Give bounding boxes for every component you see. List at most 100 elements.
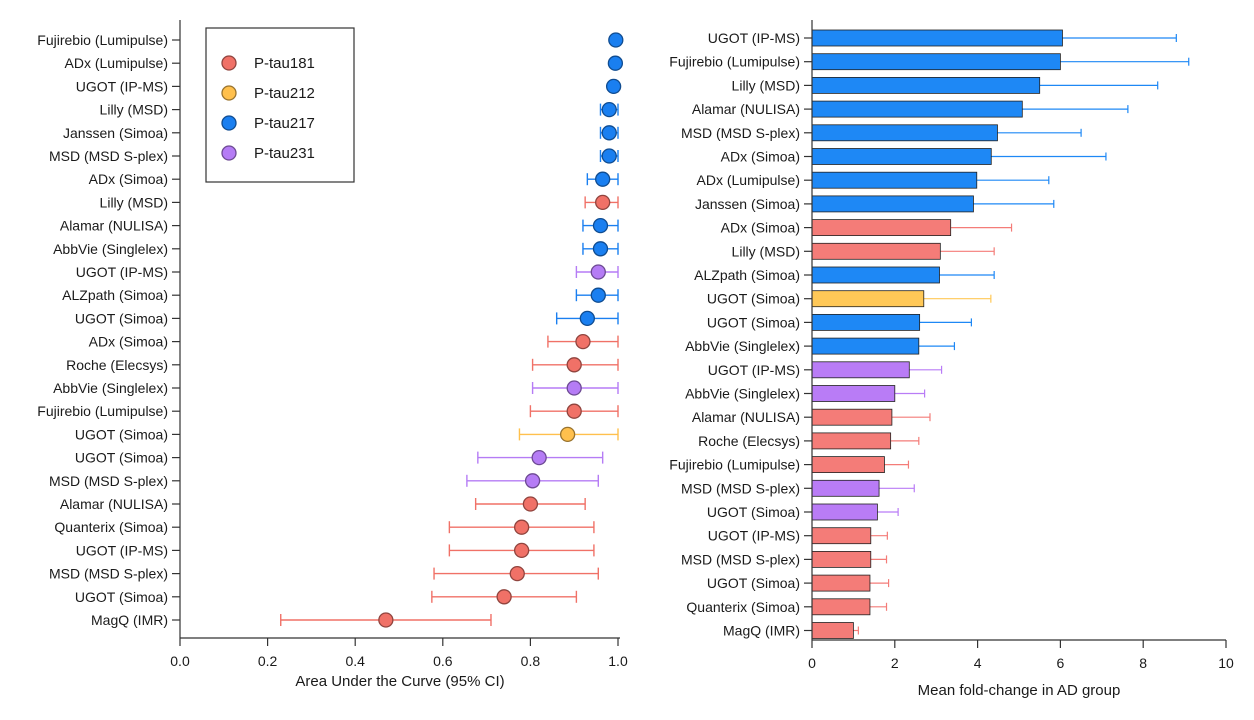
fold-change-row-label: Quanterix (Simoa) [686,599,800,615]
fold-change-x-tick-label: 8 [1139,655,1147,671]
auc-point-row: ALZpath (Simoa) [62,287,619,303]
fold-change-bars: UGOT (IP-MS) Fujirebio (Lumipulse) Lilly (… [669,29,1190,639]
fold-change-bar [811,124,998,142]
fold-change-bar [811,479,880,497]
auc-point-row: UGOT (Simoa) [75,426,619,442]
fold-change-bar-row: Roche (Elecsys) [698,432,920,450]
fold-change-bar-row: Quanterix (Simoa) [686,598,888,616]
fold-change-bar [811,77,1041,94]
fold-change-bar [811,337,920,355]
fold-change-bar [811,361,910,379]
fold-change-row-label: UGOT (Simoa) [707,314,800,330]
auc-point-marker [590,287,606,303]
fold-change-bar-row: Fujirebio (Lumipulse) [669,456,910,474]
auc-x-axis: 0.0 0.2 0.4 0.6 0.8 1.0 Area Under the Curve … [170,20,628,690]
legend-item: P-tau217 [221,115,315,132]
legend: P-tau181 P-tau212 P-tau217 P-tau231 [205,27,355,183]
fold-change-bar [811,29,1063,47]
auc-x-tick-label: 0.0 [170,653,190,669]
auc-point-marker [522,496,539,512]
auc-row-label: Alamar (NULISA) [60,496,168,512]
fold-change-x-tick-label: 0 [808,655,816,671]
auc-point-marker [378,612,394,628]
fold-change-bar [811,432,892,450]
auc-x-tick-label: 1.0 [608,653,628,669]
fold-change-bar [811,195,974,213]
legend-item: P-tau231 [221,145,315,162]
fold-change-bar-row: UGOT (Simoa) [707,290,992,308]
auc-row-label: AbbVie (Singlelex) [53,241,168,257]
fold-change-row-label: UGOT (IP-MS) [708,362,800,378]
auc-x-tick-label: 0.2 [258,653,278,669]
auc-point-row: ADx (Lumipulse) [65,55,624,71]
auc-point-marker [601,101,617,118]
fold-change-row-label: UGOT (IP-MS) [708,30,800,46]
fold-change-bar [811,598,871,616]
auc-point-row: MSD (MSD S-plex) [49,148,619,164]
fold-change-bar [811,219,952,237]
auc-row-label: Quanterix (Simoa) [54,519,168,535]
fold-change-bar-row: Janssen (Simoa) [695,195,1055,213]
auc-point-marker [601,148,617,164]
fold-change-row-label: UGOT (Simoa) [707,504,800,520]
fold-change-row-label: AbbVie (Singlelex) [685,338,800,354]
fold-change-row-label: UGOT (IP-MS) [708,528,800,544]
auc-row-label: ADx (Simoa) [89,171,168,187]
auc-point-marker [513,519,530,535]
fold-change-row-label: ADx (Lumipulse) [697,172,800,188]
legend-label: P-tau181 [254,55,315,72]
auc-point-row: Fujirebio (Lumipulse) [37,32,624,48]
auc-row-label: Fujirebio (Lumipulse) [37,32,168,48]
fold-change-bar-row: MSD (MSD S-plex) [681,124,1082,142]
fold-change-row-label: MSD (MSD S-plex) [681,551,800,567]
auc-point-marker [575,333,591,350]
fold-change-row-label: MagQ (IMR) [723,623,800,639]
auc-point-row: Lilly (MSD) [100,101,619,118]
auc-point-row: Alamar (NULISA) [60,218,619,234]
fold-change-row-label: ADx (Simoa) [721,220,800,236]
fold-change-bar-row: MagQ (IMR) [723,622,859,639]
fold-change-bar-row: ALZpath (Simoa) [694,266,995,284]
fold-change-bar-row: UGOT (IP-MS) [708,361,943,379]
auc-point-marker [595,171,611,187]
auc-point-row: AbbVie (Singlelex) [53,380,619,396]
fold-change-bar-row: UGOT (Simoa) [707,503,899,521]
auc-point-marker [566,357,582,373]
fold-change-bar-row: UGOT (Simoa) [707,313,972,331]
auc-row-label: AbbVie (Singlelex) [53,380,168,396]
fold-change-row-label: Lilly (MSD) [732,77,800,93]
auc-point-row: Janssen (Simoa) [63,125,619,141]
auc-x-tick-label: 0.8 [521,653,541,669]
auc-point-row: UGOT (Simoa) [75,450,604,466]
fold-change-bar-row: Fujirebio (Lumipulse) [669,53,1190,71]
fold-change-bar [811,290,925,308]
auc-point-marker [496,589,512,605]
legend-marker [221,115,237,131]
fold-change-bar-row: ADx (Simoa) [721,219,1013,237]
auc-row-label: UGOT (IP-MS) [76,542,168,558]
auc-point-row: ADx (Simoa) [89,171,619,187]
fold-change-row-label: ALZpath (Simoa) [694,267,800,283]
auc-row-label: Lilly (MSD) [100,102,168,118]
fold-change-x-tick-label: 2 [891,655,899,671]
fold-change-bar-chart: UGOT (IP-MS) Fujirebio (Lumipulse) Lilly (… [669,20,1234,699]
fold-change-bar [811,408,893,426]
auc-row-label: Roche (Elecsys) [66,357,168,373]
fold-change-bar [811,456,885,474]
auc-point-row: Alamar (NULISA) [60,496,586,512]
auc-x-tick-label: 0.4 [345,653,365,669]
fold-change-bar-row: UGOT (IP-MS) [708,29,1177,47]
auc-point-marker [607,55,624,71]
legend-marker [221,145,237,161]
auc-x-axis-title: Area Under the Curve (95% CI) [295,673,504,690]
fold-change-bar-row: AbbVie (Singlelex) [685,337,956,355]
auc-point-row: UGOT (IP-MS) [76,264,619,280]
fold-change-bar [811,551,872,568]
legend-marker [221,85,237,101]
auc-row-label: MSD (MSD S-plex) [49,148,168,164]
auc-point-row: ADx (Simoa) [89,333,619,350]
auc-points: Fujirebio (Lumipulse) ADx (Lumipulse) UGOT… [37,32,624,628]
auc-point-row: MagQ (IMR) [91,612,492,628]
fold-change-x-tick-label: 10 [1218,655,1234,671]
